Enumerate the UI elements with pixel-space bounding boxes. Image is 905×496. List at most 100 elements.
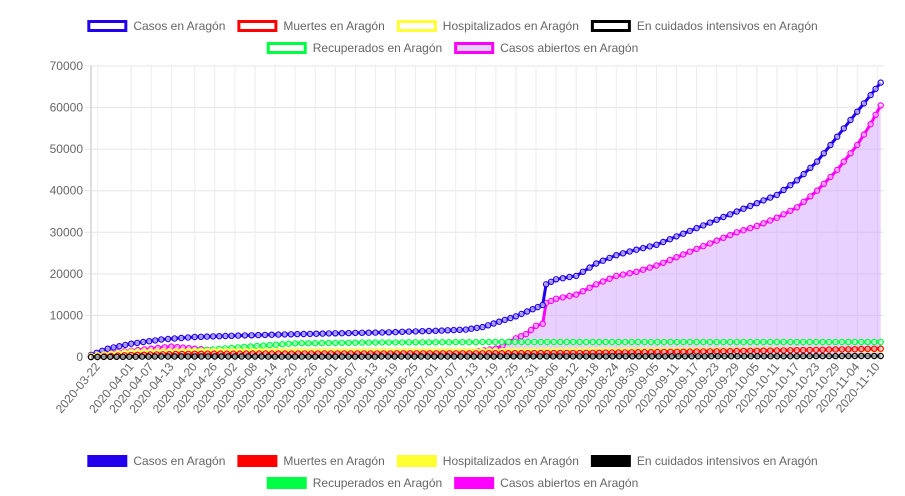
data-point (459, 338, 466, 346)
legend-item-muertes-en-aragon[interactable]: Muertes en Aragón (237, 19, 385, 33)
legend-item-casos-abiertos-en-aragon[interactable]: Casos abiertos en Aragón (454, 476, 638, 490)
data-point (222, 332, 229, 340)
data-point (747, 202, 754, 210)
legend-item-hospitalizados-en-aragon[interactable]: Hospitalizados en Aragón (396, 454, 579, 468)
y-tick-label: 60000 (50, 101, 84, 115)
data-point (412, 328, 419, 335)
data-point (733, 338, 741, 346)
data-point (432, 327, 439, 334)
data-point (87, 353, 95, 361)
data-point (573, 272, 580, 280)
data-point (524, 338, 532, 346)
data-point (854, 141, 861, 149)
data-point (94, 353, 101, 361)
legend-label: Casos abiertos en Aragón (500, 41, 638, 55)
data-point (563, 338, 571, 346)
data-point (372, 329, 379, 336)
legend-label: Casos abiertos en Aragón (500, 476, 638, 490)
data-point (275, 331, 282, 338)
data-point (753, 338, 761, 346)
legend-item-en-cuidados-intensivos-en-aragon[interactable]: En cuidados intensivos en Aragón (590, 19, 818, 33)
data-point (673, 338, 681, 346)
data-point (473, 324, 481, 332)
legend-label: En cuidados intensivos en Aragón (637, 454, 818, 468)
data-point (654, 338, 661, 346)
data-point (204, 353, 212, 360)
legend-item-casos-abiertos-en-aragon[interactable]: Casos abiertos en Aragón (454, 41, 639, 55)
legend-item-hospitalizados-en-aragon[interactable]: Hospitalizados en Aragón (396, 19, 579, 33)
data-point (532, 322, 540, 329)
data-point (599, 278, 607, 285)
data-point (385, 339, 392, 346)
data-point (300, 330, 307, 338)
data-point (613, 272, 620, 280)
data-point (648, 353, 656, 360)
data-point (681, 353, 689, 360)
data-point (773, 338, 781, 346)
data-point (602, 353, 610, 360)
data-point (456, 326, 463, 333)
data-point (708, 353, 715, 360)
data-point (877, 102, 884, 109)
data-point (646, 243, 654, 250)
data-point (727, 353, 735, 360)
legend-label: Muertes en Aragón (283, 454, 384, 468)
data-point (218, 353, 225, 360)
data-point (537, 338, 545, 346)
data-point (573, 291, 580, 298)
data-point (438, 327, 445, 334)
legend-item-muertes-en-aragon[interactable]: Muertes en Aragón (237, 454, 385, 468)
y-tick-label: 20000 (50, 267, 84, 281)
legend-item-casos-en-aragon[interactable]: Casos en Aragón (87, 454, 225, 468)
data-point (523, 308, 531, 315)
data-point (596, 353, 603, 360)
data-point (268, 331, 275, 338)
data-point (754, 353, 761, 360)
data-point (753, 222, 761, 230)
data-point (615, 338, 622, 346)
data-point (530, 353, 537, 360)
data-point (655, 353, 662, 360)
data-point (767, 353, 774, 360)
legend-item-en-cuidados-intensivos-en-aragon[interactable]: En cuidados intensivos en Aragón (590, 454, 818, 468)
data-point (838, 352, 846, 360)
data-point (787, 353, 794, 360)
data-point (599, 257, 607, 264)
data-point (714, 353, 722, 360)
data-point (271, 353, 279, 360)
legend-item-recuperados-en-aragon[interactable]: Recuperados en Aragón (266, 476, 442, 490)
data-point (224, 353, 232, 360)
data-point (740, 205, 747, 212)
data-point (484, 322, 492, 329)
data-point (490, 320, 497, 327)
legend-item-casos-en-aragon[interactable]: Casos en Aragón (87, 19, 226, 33)
data-point (468, 325, 475, 332)
data-point (523, 353, 531, 360)
y-tick-label: 40000 (50, 184, 84, 198)
data-point (378, 353, 385, 360)
data-point (419, 328, 426, 335)
data-point (505, 338, 512, 346)
data-point (720, 213, 727, 221)
data-point (787, 347, 794, 354)
data-point (693, 245, 700, 253)
data-point (812, 352, 820, 360)
data-point (806, 346, 813, 354)
data-point (209, 333, 217, 340)
data-point (864, 338, 871, 346)
data-point (753, 199, 761, 207)
data-point (680, 251, 687, 258)
data-point (622, 353, 629, 360)
data-point (713, 237, 720, 244)
data-point (291, 353, 299, 360)
data-point (255, 331, 262, 339)
data-point (110, 344, 117, 351)
legend-label: Hospitalizados en Aragón (443, 19, 579, 33)
data-point (713, 216, 720, 223)
data-point (171, 335, 178, 342)
data-point (615, 353, 623, 360)
data-point (332, 353, 339, 360)
data-point (345, 353, 352, 360)
legend-item-recuperados-en-aragon[interactable]: Recuperados en Aragón (266, 41, 442, 55)
data-point (819, 338, 826, 346)
